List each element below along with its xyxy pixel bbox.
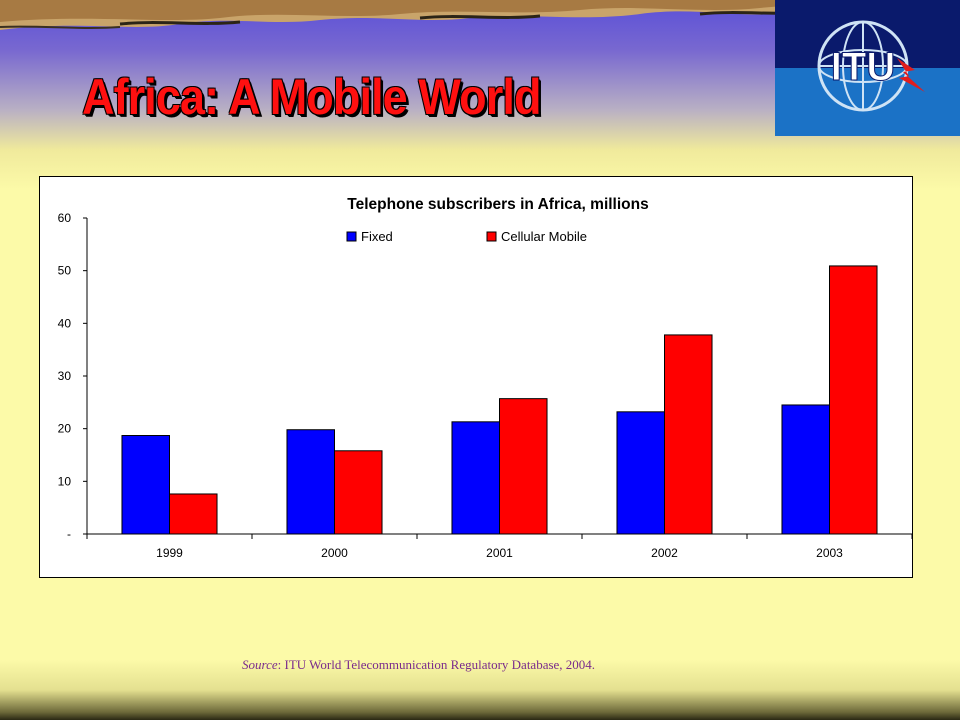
legend-label: Cellular Mobile	[501, 229, 587, 244]
landscape-banner	[0, 0, 960, 30]
y-tick-label: 40	[58, 316, 72, 330]
x-tick-label: 2003	[816, 546, 843, 560]
legend-label: Fixed	[361, 229, 393, 244]
itu-logo: ITU	[775, 0, 960, 136]
slide-title: Africa: A Mobile World	[82, 69, 541, 125]
x-tick-label: 2000	[321, 546, 348, 560]
source-note: Source: ITU World Telecommunication Regu…	[242, 657, 595, 673]
axes: - 10 20 30 40 50 60 1999 2000 2001 2002 2003	[58, 211, 912, 560]
chart-title: Telephone subscribers in Africa, million…	[347, 196, 648, 213]
bar-fixed	[121, 435, 171, 535]
legend: Fixed Cellular Mobile	[346, 229, 587, 244]
source-text: : ITU World Telecommunication Regulatory…	[277, 657, 596, 672]
legend-swatch	[486, 231, 497, 242]
bars	[121, 265, 878, 535]
bar-cellular-mobile	[334, 450, 383, 535]
y-tick-label: 30	[58, 369, 72, 383]
y-tick-label: 50	[58, 264, 72, 278]
y-tick-label: -	[67, 527, 71, 541]
bar-fixed	[286, 429, 335, 535]
y-tick-label: 60	[58, 211, 72, 225]
bar-fixed	[451, 421, 501, 535]
y-tick-label: 10	[58, 474, 72, 488]
x-tick-label: 2001	[486, 546, 513, 560]
bar-chart: Telephone subscribers in Africa, million…	[58, 196, 912, 560]
bar-fixed	[616, 411, 665, 535]
bar-cellular-mobile	[169, 493, 218, 535]
source-label: Source	[242, 657, 278, 672]
logo-text: ITU	[831, 45, 895, 89]
chart-panel: Telephone subscribers in Africa, million…	[39, 176, 913, 578]
x-tick-label: 1999	[156, 546, 183, 560]
y-tick-label: 20	[58, 422, 72, 436]
legend-swatch	[346, 231, 357, 242]
x-tick-label: 2002	[651, 546, 678, 560]
bar-fixed	[781, 404, 830, 535]
bar-cellular-mobile	[829, 265, 878, 535]
bar-cellular-mobile	[499, 398, 548, 535]
bar-cellular-mobile	[664, 334, 713, 535]
